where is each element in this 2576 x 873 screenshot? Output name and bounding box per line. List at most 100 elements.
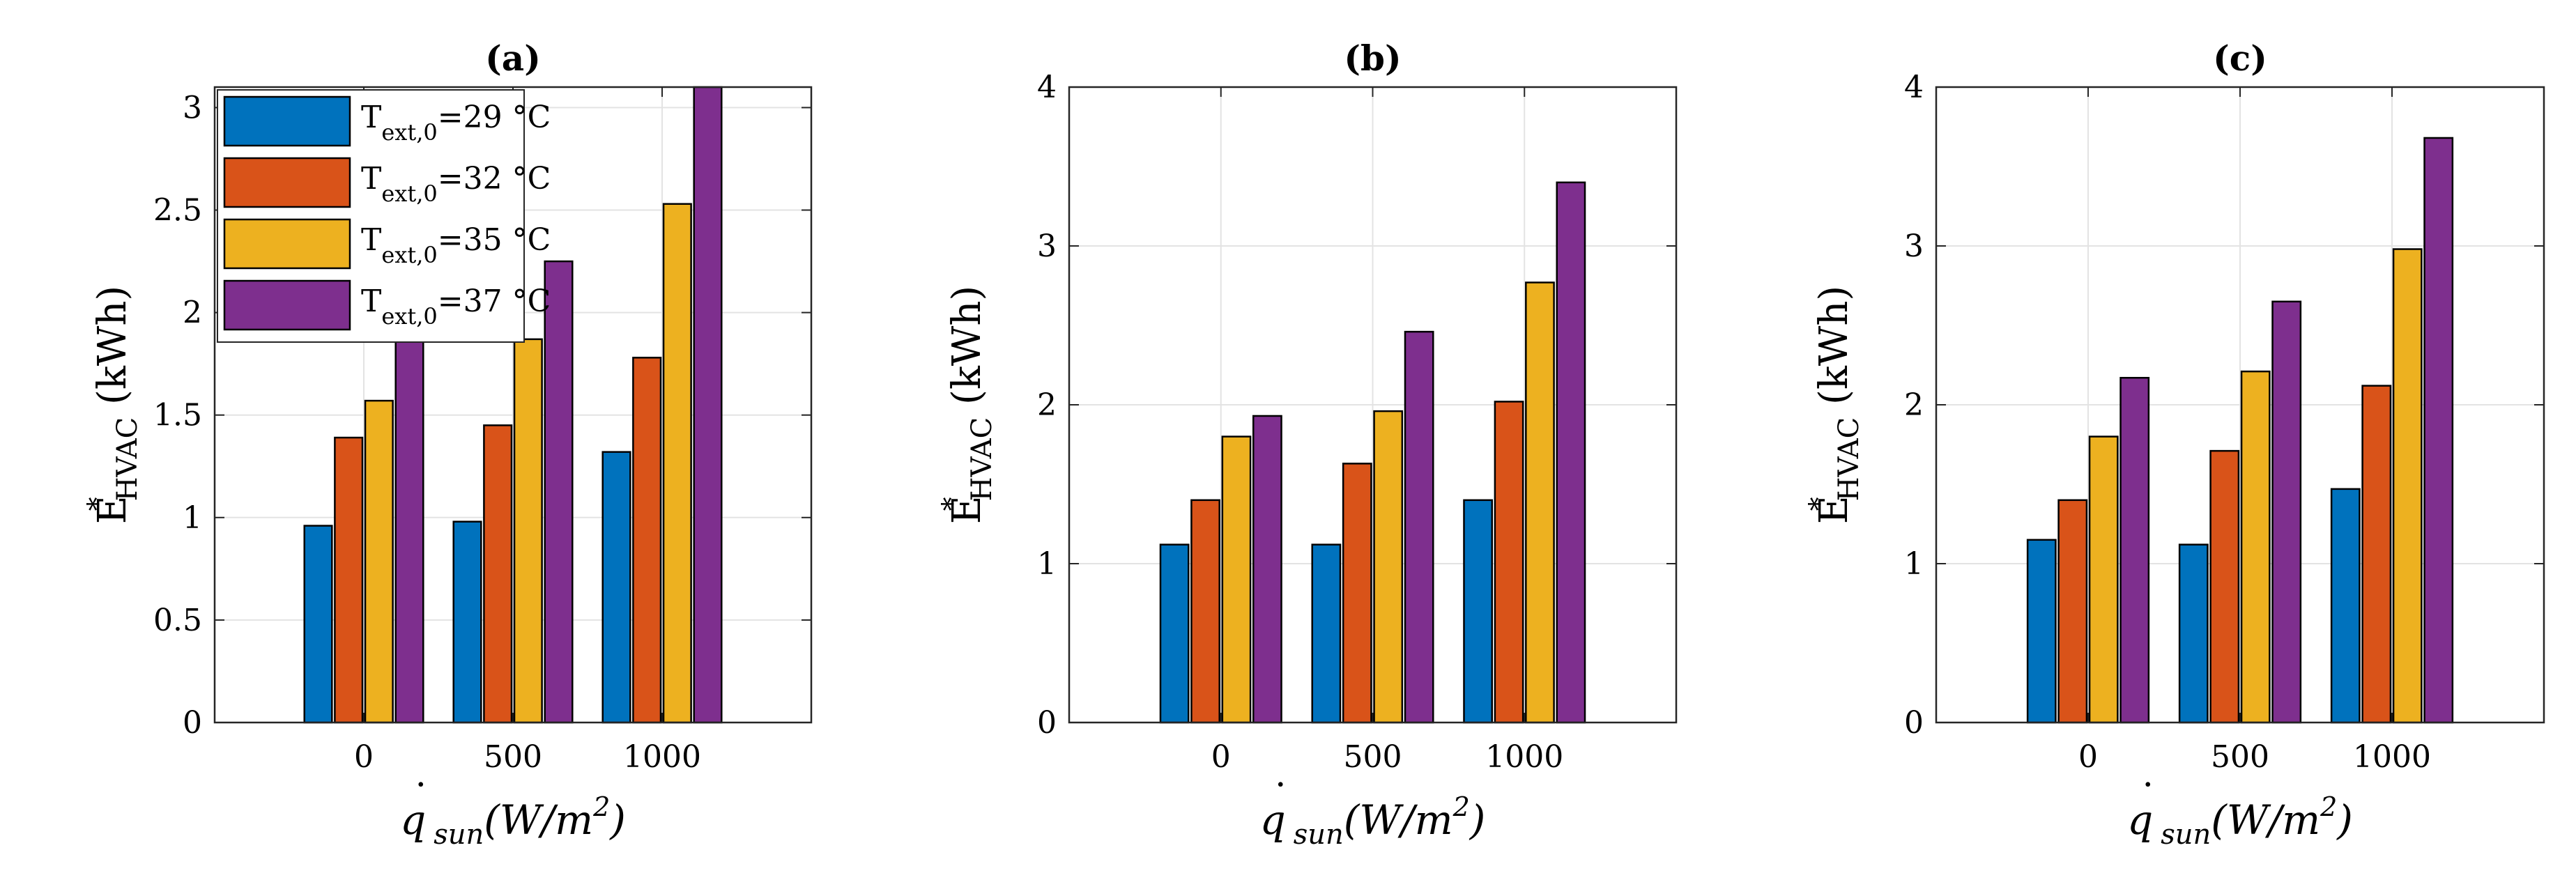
y-tick-label: 0.5 bbox=[153, 603, 202, 638]
y-tick-label: 3 bbox=[183, 90, 202, 125]
bar-b-s3-c1 bbox=[1373, 410, 1404, 724]
axes-box bbox=[1068, 86, 1678, 724]
legend-label-part: ext,0 bbox=[381, 242, 437, 268]
y-axis-label-part: (kWh) bbox=[1811, 286, 1857, 417]
bar-c-s4-c0 bbox=[2119, 376, 2150, 724]
x-axis-label-part: ) bbox=[1469, 796, 1486, 844]
x-tick-label: 1000 bbox=[2353, 739, 2431, 775]
bar-a-s1-c1 bbox=[452, 520, 482, 724]
x-axis-label: q˙sun(W/m2) bbox=[1260, 775, 1486, 851]
legend-entry-label: Text,0=37 °C bbox=[361, 284, 551, 330]
bar-a-s1-c0 bbox=[303, 525, 333, 724]
y-tick-label: 1.5 bbox=[153, 398, 202, 433]
bar-b-s3-c0 bbox=[1221, 435, 1252, 724]
legend-label-part: T bbox=[361, 222, 381, 258]
x-axis-label-part: 2 bbox=[2320, 791, 2337, 822]
x-axis-label-part: q bbox=[400, 796, 426, 844]
y-axis-label-part: (kWh) bbox=[90, 286, 135, 417]
y-axis-label-part: HVAC bbox=[112, 417, 144, 502]
bar-b-s3-c2 bbox=[1525, 281, 1555, 724]
panel-title: (b) bbox=[1344, 38, 1401, 79]
x-axis-label-part: (W/m bbox=[2211, 796, 2320, 844]
x-axis-label-part: sun bbox=[2161, 819, 2211, 851]
bar-b-s2-c0 bbox=[1190, 499, 1220, 724]
y-axis-label-part: HVAC bbox=[1833, 417, 1865, 502]
x-axis-label-part: q bbox=[2127, 796, 2153, 844]
y-axis-label: E*HVAC (kWh) bbox=[937, 286, 998, 525]
legend-label-part: =29 °C bbox=[438, 100, 551, 135]
legend-label-part: T bbox=[361, 100, 381, 135]
bar-c-s3-c0 bbox=[2088, 435, 2119, 724]
legend-swatch bbox=[223, 279, 351, 331]
legend-label-part: =37 °C bbox=[438, 284, 551, 319]
bar-c-s3-c2 bbox=[2392, 248, 2423, 724]
x-tick-label: 0 bbox=[2078, 739, 2098, 775]
x-axis-label-part: ˙ bbox=[411, 775, 431, 823]
bar-a-s3-c2 bbox=[662, 203, 692, 724]
x-axis-label-part: ) bbox=[608, 796, 626, 844]
x-tick-label: 500 bbox=[484, 739, 542, 775]
bar-a-s2-c2 bbox=[632, 357, 662, 724]
bar-c-s3-c1 bbox=[2240, 370, 2271, 724]
y-axis-label: E*HVAC (kWh) bbox=[1804, 286, 1865, 525]
bar-b-s1-c1 bbox=[1311, 543, 1342, 724]
bar-c-s4-c2 bbox=[2423, 137, 2454, 724]
bar-a-s3-c1 bbox=[513, 338, 543, 724]
x-tick-label: 1000 bbox=[623, 739, 701, 775]
x-axis-label-part: (W/m bbox=[1344, 796, 1453, 844]
legend-entry-label: Text,0=35 °C bbox=[361, 222, 551, 268]
bar-c-s1-c2 bbox=[2330, 488, 2361, 724]
y-tick-label: 0 bbox=[1904, 705, 1924, 741]
y-tick-label: 1 bbox=[1904, 546, 1924, 582]
y-tick-label: 2 bbox=[1904, 387, 1924, 423]
bar-b-s4-c2 bbox=[1556, 181, 1586, 724]
x-axis-label: q˙sun(W/m2) bbox=[400, 775, 626, 851]
bar-b-s1-c0 bbox=[1159, 543, 1190, 724]
bar-b-s2-c2 bbox=[1494, 401, 1524, 724]
y-tick-label: 4 bbox=[1904, 70, 1924, 105]
bar-a-s2-c0 bbox=[334, 436, 364, 724]
x-axis-label-part: ˙ bbox=[1271, 775, 1291, 823]
bar-a-s4-c1 bbox=[544, 260, 574, 724]
x-axis-label-part: sun bbox=[1294, 819, 1344, 851]
chart-panel-a: 0 0.5 1 1.5 2 2.5 3 0 500 1000 (a) E*HVAC (kWh) q˙su… bbox=[82, 38, 813, 851]
y-axis-label-part: HVAC bbox=[966, 417, 998, 502]
y-axis-label-part: (kWh) bbox=[944, 286, 990, 417]
legend-entry-label: Text,0=32 °C bbox=[361, 161, 551, 207]
y-tick-label: 1 bbox=[1037, 546, 1057, 582]
legend-label-part: T bbox=[361, 284, 381, 319]
y-axis-label-part: E bbox=[944, 495, 990, 524]
bar-c-s1-c1 bbox=[2178, 543, 2209, 724]
legend-label-part: ext,0 bbox=[381, 119, 437, 146]
bar-c-s1-c0 bbox=[2026, 539, 2057, 724]
bar-a-s2-c1 bbox=[483, 424, 513, 724]
y-axis-label-part: * bbox=[1804, 497, 1836, 511]
x-tick-label: 0 bbox=[354, 739, 374, 775]
y-tick-label: 3 bbox=[1037, 229, 1057, 264]
legend-label-part: =35 °C bbox=[438, 222, 551, 258]
bar-c-s2-c0 bbox=[2057, 499, 2088, 724]
legend-entry-label: Text,0=29 °C bbox=[361, 100, 551, 146]
y-axis-label-part: * bbox=[937, 497, 969, 511]
axes-box bbox=[213, 86, 813, 724]
x-axis-label-part: 2 bbox=[1452, 791, 1470, 822]
bar-b-s1-c2 bbox=[1463, 499, 1494, 724]
y-tick-label: 0 bbox=[1037, 705, 1057, 741]
legend-swatch bbox=[223, 218, 351, 270]
x-axis-label-part: q bbox=[1260, 796, 1286, 844]
axes-box bbox=[1935, 86, 2545, 724]
legend-swatch bbox=[223, 157, 351, 208]
x-axis-label-part: ˙ bbox=[2138, 775, 2158, 823]
y-tick-label: 1 bbox=[183, 500, 202, 536]
bar-b-s4-c1 bbox=[1404, 330, 1434, 724]
x-tick-label: 0 bbox=[1211, 739, 1231, 775]
legend-swatch bbox=[223, 95, 351, 147]
x-axis-label-part: sun bbox=[434, 819, 484, 851]
bar-c-s4-c1 bbox=[2271, 300, 2302, 724]
y-tick-label: 2 bbox=[183, 295, 202, 331]
panel-title: (c) bbox=[2213, 38, 2267, 79]
y-axis-label-part: E bbox=[90, 495, 135, 524]
